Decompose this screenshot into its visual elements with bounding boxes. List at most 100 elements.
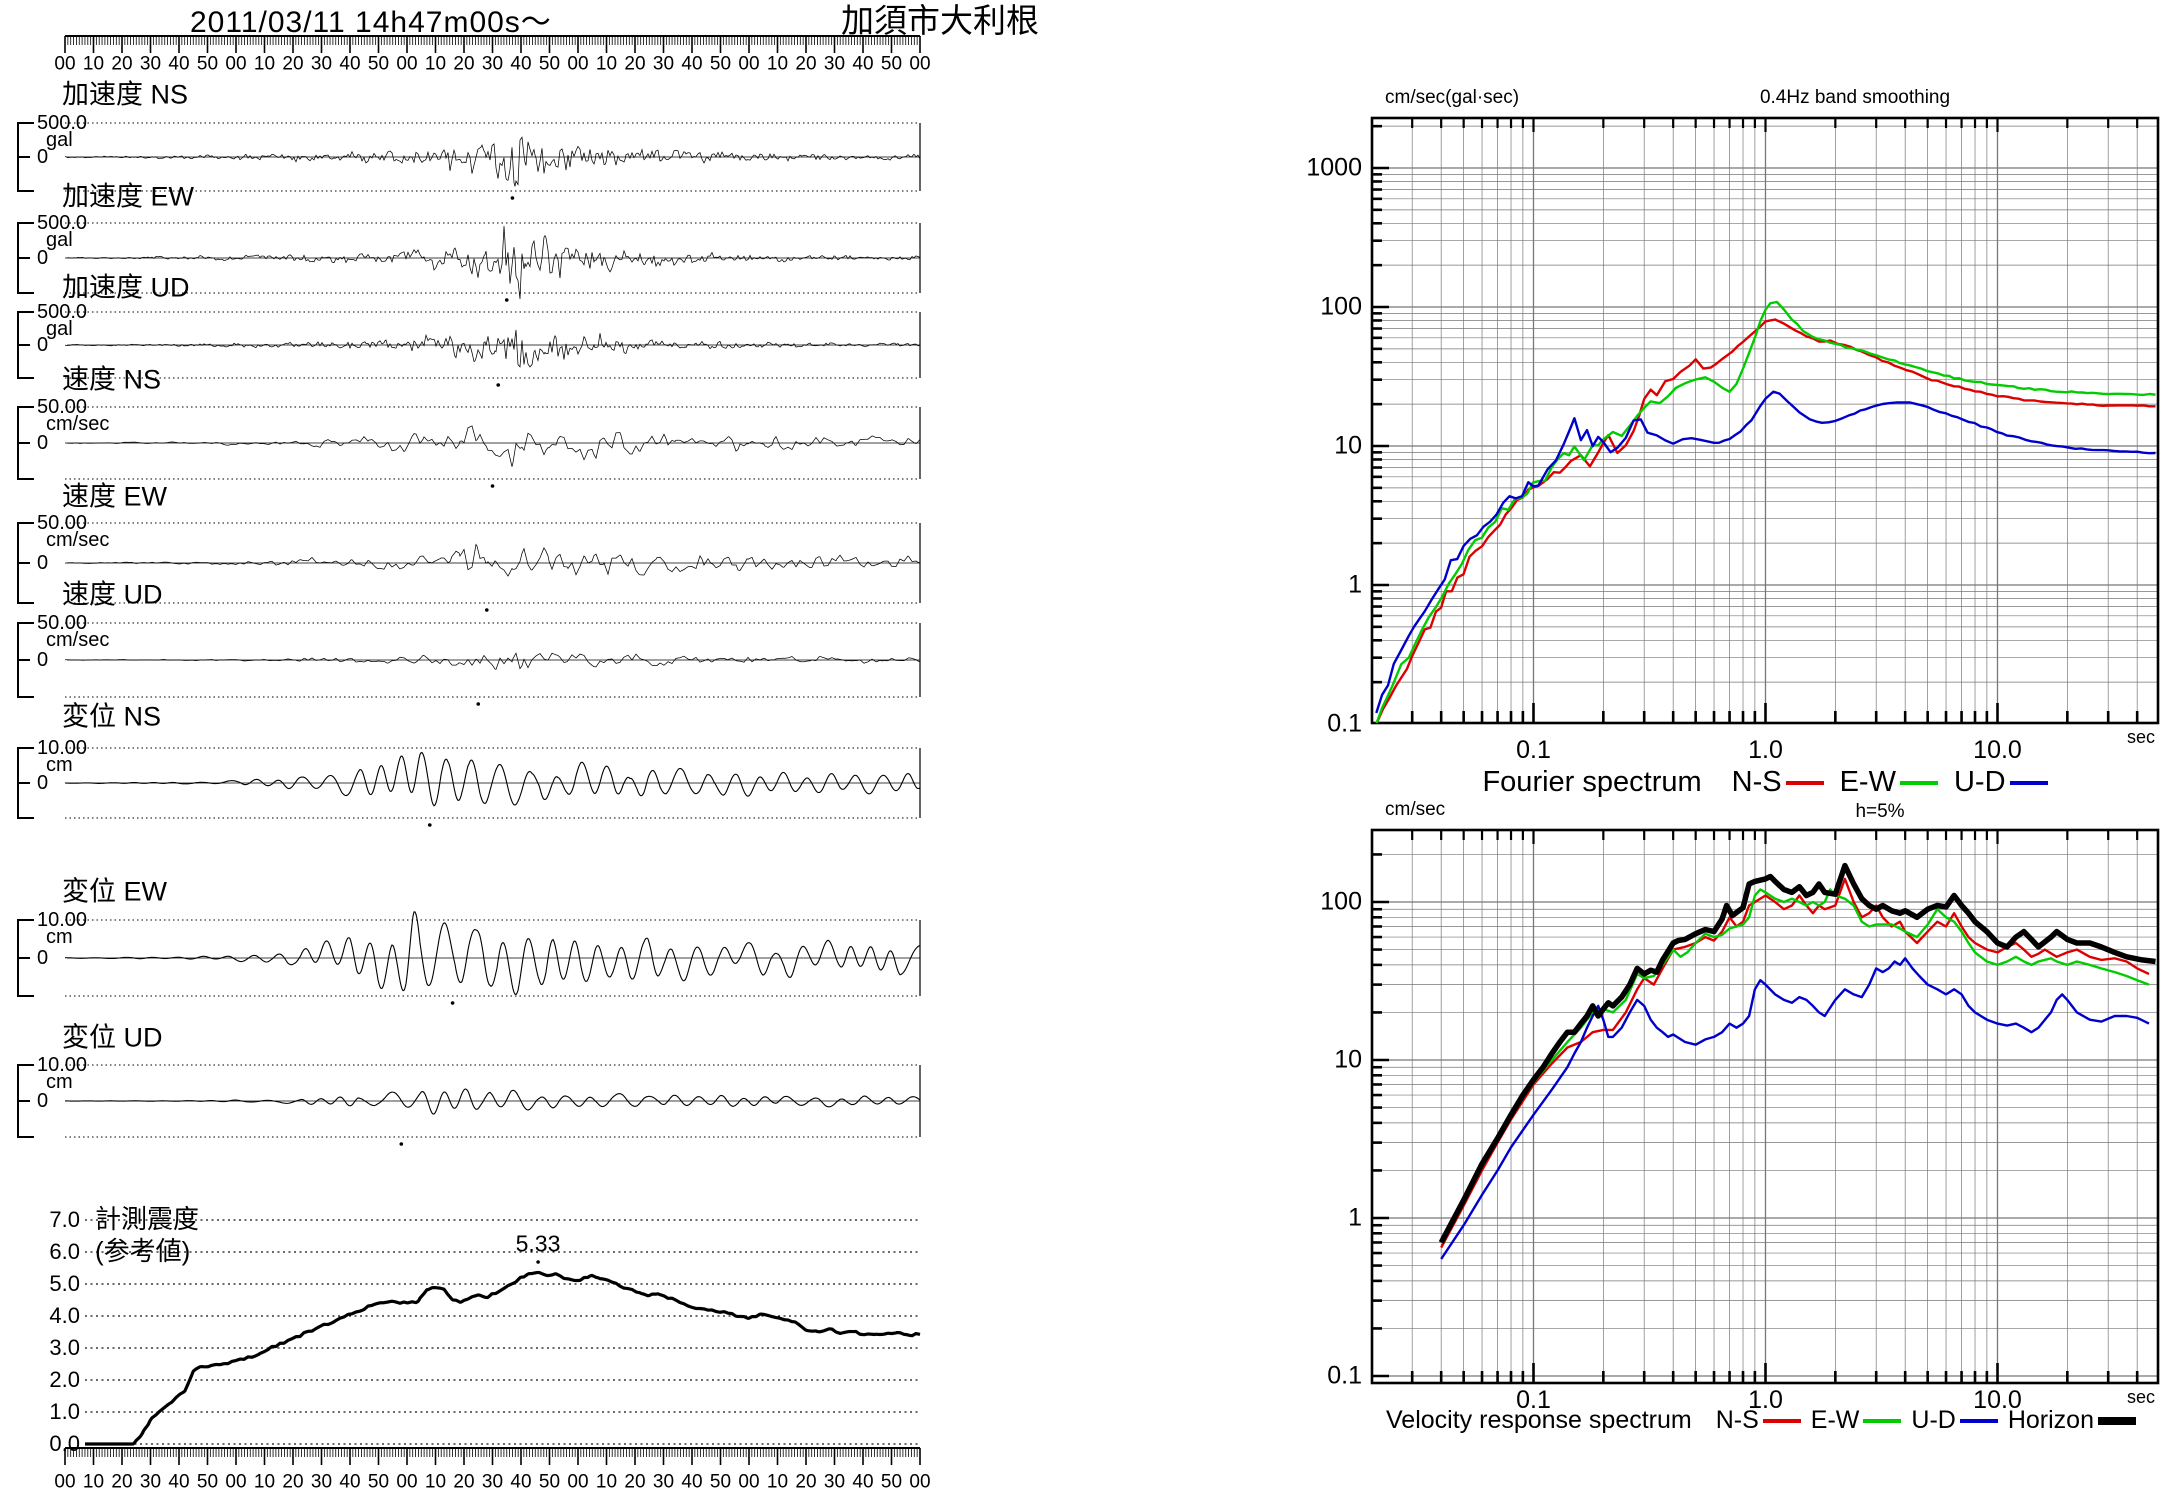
intensity-ytick-5.0: 5.0 — [49, 1271, 80, 1296]
response-legend-title: Velocity response spectrum — [1386, 1406, 1692, 1434]
time-axis-bottom-label-15: 30 — [481, 1471, 504, 1493]
panel-label-disp-ew: 変位 EW — [62, 876, 167, 907]
panel-label-vel-ud: 速度 UD — [62, 579, 163, 610]
legend-item-e-w: E-W — [1840, 766, 1938, 799]
time-axis-bottom-label-25: 10 — [766, 1471, 789, 1493]
time-axis-bottom-label-7: 10 — [253, 1471, 276, 1493]
time-axis-top-label-4: 40 — [168, 53, 190, 75]
fourier_spectrum-ytick-1000: 1000 — [1306, 153, 1362, 182]
time-axis-top-label-20: 20 — [624, 53, 646, 75]
panel-scale-disp-ew: 10.00 — [37, 909, 88, 931]
time-axis-top-label-28: 40 — [852, 53, 874, 75]
panel-unit-vel-ud: cm/sec — [46, 629, 110, 651]
legend-item-u-d: U-D — [1954, 766, 2048, 799]
panel-unit-disp-ew: cm — [46, 926, 73, 948]
time-axis-bottom-label-11: 50 — [367, 1471, 390, 1493]
time-axis-top-label-8: 20 — [282, 53, 304, 75]
time-axis-top-label-0: 00 — [54, 53, 76, 75]
panel-unit-vel-ns: cm/sec — [46, 413, 110, 435]
panel-zero-vel-ud: 0 — [37, 649, 49, 671]
time-axis-top-label-23: 50 — [709, 53, 732, 75]
panel-unit-acc-ns: gal — [46, 129, 73, 151]
station-name: 加須市大利根 — [841, 2, 1039, 39]
intensity-ytick-0.0: 0.0 — [49, 1431, 80, 1456]
response-unit-label: cm/sec — [1385, 799, 1446, 820]
panel-zero-disp-ud: 0 — [37, 1090, 49, 1112]
time-axis-top-label-22: 40 — [681, 53, 703, 75]
legend-label: E-W — [1810, 1406, 1860, 1434]
time-axis-bottom-label-1: 10 — [82, 1471, 105, 1493]
legend-swatch-horizon — [2097, 1416, 2136, 1425]
legend-swatch-n-s — [1785, 780, 1824, 785]
time-axis-bottom-label-14: 20 — [453, 1471, 475, 1493]
time-axis-top-label-30: 00 — [909, 53, 931, 75]
legend-item-n-s: N-S — [1732, 766, 1824, 799]
time-axis-top-label-16: 40 — [510, 53, 532, 75]
time-axis-bottom-label-10: 40 — [339, 1471, 361, 1493]
intensity-ytick-6.0: 6.0 — [49, 1239, 80, 1264]
time-axis-bottom-label-5: 50 — [196, 1471, 219, 1493]
panel-zero-vel-ew: 0 — [37, 552, 49, 574]
legend-label: U-D — [1953, 766, 2006, 798]
time-axis-bottom-label-28: 40 — [852, 1471, 874, 1493]
intensity-ytick-1.0: 1.0 — [49, 1399, 80, 1424]
record-datetime: 2011/03/11 14h47m00s～ — [190, 6, 552, 39]
legend-label: E-W — [1839, 766, 1896, 798]
panel-label-acc-ew: 加速度 EW — [62, 181, 194, 212]
time-axis-bottom-label-3: 30 — [139, 1471, 162, 1493]
panel-label-acc-ns: 加速度 NS — [62, 79, 189, 110]
legend-label: N-S — [1715, 1406, 1759, 1434]
time-axis-bottom-label-13: 10 — [424, 1471, 447, 1493]
velocity_response_spectrum-ytick-1: 1 — [1348, 1203, 1362, 1232]
fourier_spectrum-ytick-1: 1 — [1348, 570, 1362, 599]
legend-label: Horizon — [2007, 1406, 2094, 1434]
time-axis-top-label-5: 50 — [196, 53, 219, 75]
velocity_response_spectrum-xtick-0.1: 0.1 — [1516, 1386, 1551, 1414]
legend-item-e-w: E-W — [1811, 1406, 1902, 1435]
time-axis-top-label-24: 00 — [738, 53, 760, 75]
response-xunit-label: sec — [2126, 1387, 2155, 1407]
time-axis-top-label-25: 10 — [766, 53, 789, 75]
panel-label-acc-ud: 加速度 UD — [62, 272, 190, 303]
time-axis-top-label-3: 30 — [139, 53, 162, 75]
panel-scale-disp-ns: 10.00 — [37, 737, 88, 759]
time-axis-top-label-29: 50 — [880, 53, 903, 75]
time-axis-bottom-label-2: 20 — [111, 1471, 133, 1493]
time-axis-bottom-label-23: 50 — [709, 1471, 732, 1493]
time-axis-top-label-13: 10 — [424, 53, 447, 75]
intensity-ytick-4.0: 4.0 — [49, 1303, 80, 1328]
time-axis-bottom-label-21: 30 — [652, 1471, 675, 1493]
panel-scale-disp-ud: 10.00 — [37, 1054, 88, 1076]
fourier_spectrum-xtick-0.1: 0.1 — [1516, 736, 1551, 764]
time-axis-bottom-label-12: 00 — [396, 1471, 418, 1493]
response-damping-label: h=5% — [1855, 801, 1905, 822]
time-axis-bottom-label-18: 00 — [567, 1471, 589, 1493]
legend-label: N-S — [1731, 766, 1782, 798]
fourier_spectrum-ytick-10: 10 — [1334, 431, 1362, 460]
panel-scale-acc-ns: 500.0 — [37, 112, 88, 134]
legend-swatch-e-w — [1863, 1418, 1902, 1423]
time-axis-top-label-10: 40 — [339, 53, 361, 75]
time-axis-bottom-label-22: 40 — [681, 1471, 703, 1493]
panel-label-disp-ns: 変位 NS — [62, 701, 162, 732]
time-axis-top-label-27: 30 — [823, 53, 846, 75]
time-axis-bottom-label-24: 00 — [738, 1471, 760, 1493]
time-axis-top-label-9: 30 — [310, 53, 333, 75]
time-axis-bottom-label-20: 20 — [624, 1471, 646, 1493]
time-axis-top-label-15: 30 — [481, 53, 504, 75]
time-axis-top-label-12: 00 — [396, 53, 418, 75]
fourier_spectrum-xtick-10.0: 10.0 — [1973, 736, 2022, 764]
intensity-ytick-3.0: 3.0 — [49, 1335, 80, 1360]
panel-scale-vel-ew: 50.00 — [37, 512, 88, 534]
panel-scale-vel-ns: 50.00 — [37, 396, 88, 418]
fourier-smoothing-label: 0.4Hz band smoothing — [1759, 87, 1951, 108]
time-axis-bottom-label-8: 20 — [282, 1471, 304, 1493]
intensity-peak-value: 5.33 — [515, 1230, 561, 1257]
time-axis-bottom-label-0: 00 — [54, 1471, 76, 1493]
intensity-title-line1: 計測震度 — [95, 1204, 200, 1234]
panel-scale-vel-ud: 50.00 — [37, 612, 88, 634]
time-axis-bottom-label-30: 00 — [909, 1471, 931, 1493]
intensity-ytick-2.0: 2.0 — [49, 1367, 80, 1392]
